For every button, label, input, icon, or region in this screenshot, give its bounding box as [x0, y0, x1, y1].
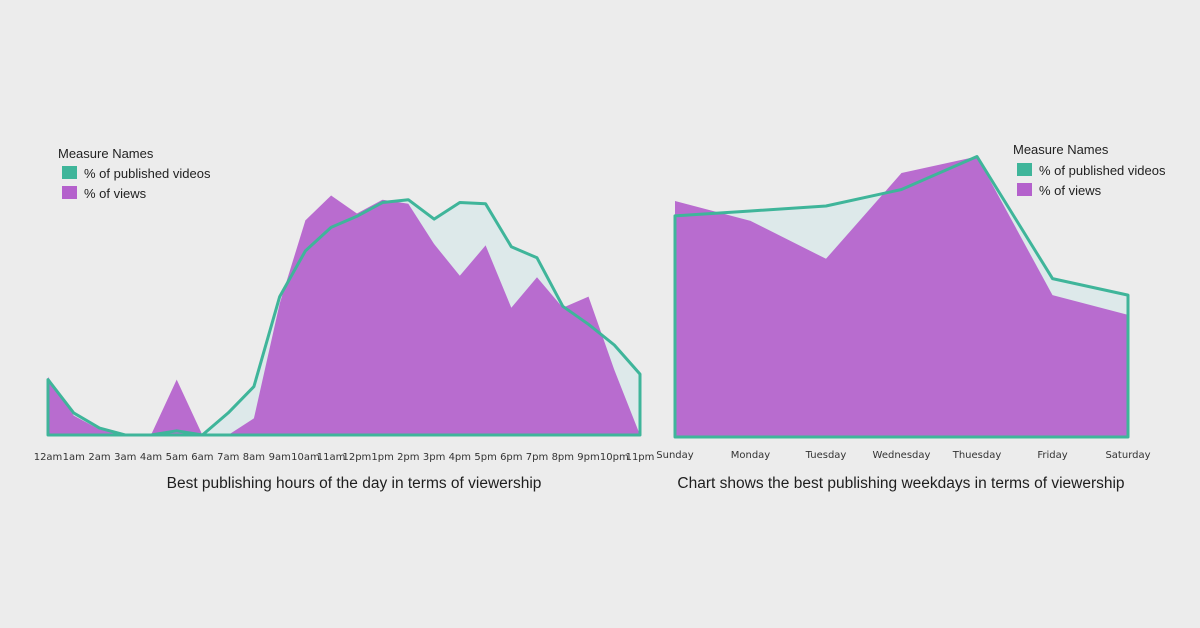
hourly-x-tick-label: 7pm	[526, 452, 548, 463]
hourly-x-tick-label: 8am	[243, 452, 265, 463]
hourly-x-tick-label: 3am	[114, 452, 136, 463]
hourly-legend-label-videos: % of published videos	[84, 166, 211, 181]
hourly-legend-swatch-views	[62, 186, 77, 199]
hourly-x-tick-label: 3pm	[423, 452, 445, 463]
weekday-chart-marks	[673, 155, 1130, 439]
hourly-x-tick-label: 4am	[140, 452, 162, 463]
weekday-legend-title: Measure Names	[1013, 142, 1109, 157]
hourly-x-tick-label: 6pm	[500, 452, 522, 463]
hourly-chart-title: Best publishing hours of the day in term…	[167, 475, 542, 492]
hourly-x-tick-label: 1pm	[371, 452, 393, 463]
hourly-legend-title: Measure Names	[58, 146, 154, 161]
hourly-x-tick-label: 9am	[269, 452, 291, 463]
hourly-x-tick-label: 2am	[88, 452, 110, 463]
weekday-legend-label-videos: % of published videos	[1039, 163, 1166, 178]
hourly-x-tick-label: 4pm	[449, 452, 471, 463]
hourly-x-tick-label: 12pm	[342, 452, 371, 463]
hourly-x-tick-label: 10am	[291, 452, 320, 463]
hourly-x-tick-label: 1am	[63, 452, 85, 463]
weekday-legend-swatch-videos	[1017, 163, 1032, 176]
weekday-x-tick-label: Tuesday	[805, 450, 847, 461]
weekday-x-tick-label: Wednesday	[873, 450, 931, 461]
weekday-x-tick-label: Friday	[1037, 450, 1067, 461]
hourly-x-tick-label: 12am	[34, 452, 63, 463]
hourly-x-axis-ticks: 12am 1am 2am 3am 4am 5am 6am 7am 8am 9am 10am11am1…	[34, 452, 655, 463]
weekday-chart-title: Chart shows the best publishing weekdays…	[677, 475, 1124, 492]
hourly-x-tick-label: 2pm	[397, 452, 419, 463]
weekday-legend-label-views: % of views	[1039, 183, 1102, 198]
weekday-x-axis-ticks: Sunday Monday Tuesday Wednesday Thuesday Frid…	[656, 450, 1150, 461]
hourly-x-tick-label: 11pm	[626, 452, 655, 463]
hourly-x-tick-label: 10pm	[600, 452, 629, 463]
weekday-x-tick-label: Saturday	[1105, 450, 1150, 461]
hourly-x-tick-label: 6am	[191, 452, 213, 463]
hourly-legend-label-views: % of views	[84, 186, 147, 201]
weekday-x-tick-label: Monday	[731, 450, 771, 461]
weekday-x-tick-label: Sunday	[656, 450, 693, 461]
weekday-views-area	[675, 156, 1128, 437]
hourly-x-tick-label: 5pm	[474, 452, 496, 463]
weekday-videos-line	[673, 155, 1130, 439]
hourly-legend: Measure Names % of published videos % of…	[58, 146, 211, 201]
hourly-x-tick-label: 8pm	[552, 452, 574, 463]
hourly-legend-swatch-videos	[62, 166, 77, 179]
hourly-x-tick-label: 9pm	[577, 452, 599, 463]
hourly-chart-marks	[46, 195, 642, 437]
hourly-x-tick-label: 11am	[317, 452, 346, 463]
hourly-views-area	[48, 195, 640, 435]
weekday-legend: Measure Names % of published videos % of…	[1013, 142, 1166, 198]
weekday-x-tick-label: Thuesday	[952, 450, 1002, 461]
hourly-chart: 12am 1am 2am 3am 4am 5am 6am 7am 8am 9am 10am11am1…	[34, 146, 655, 492]
hourly-x-tick-label: 5am	[166, 452, 188, 463]
hourly-x-tick-label: 7am	[217, 452, 239, 463]
weekday-legend-swatch-views	[1017, 183, 1032, 196]
weekday-chart: Sunday Monday Tuesday Wednesday Thuesday Frid…	[656, 142, 1166, 492]
